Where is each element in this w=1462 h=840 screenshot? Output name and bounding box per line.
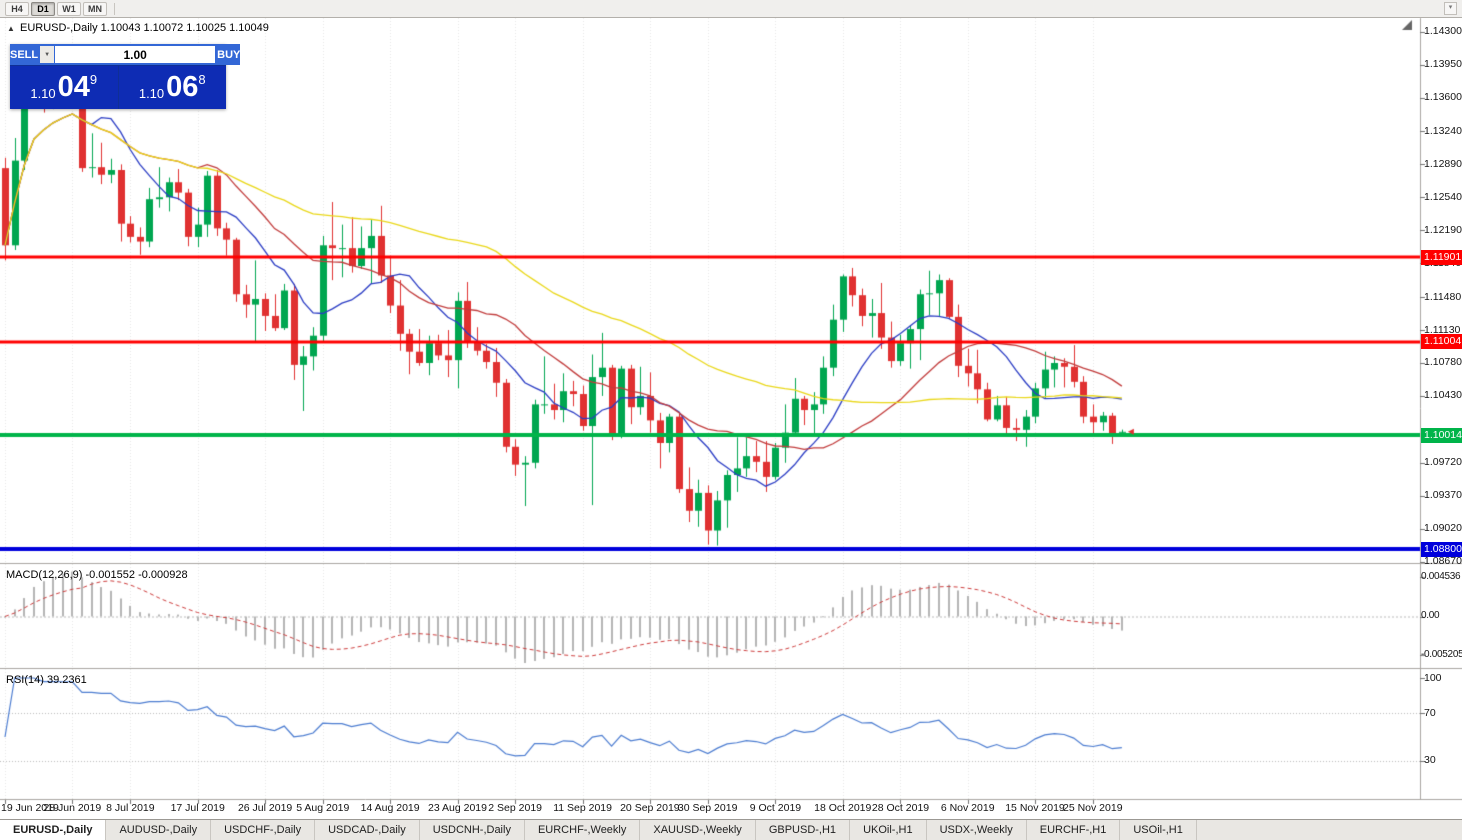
toolbar-overflow-icon[interactable]: ▾: [1444, 2, 1457, 15]
volume-dropdown-icon[interactable]: ▼: [40, 46, 55, 63]
macd-indicator-label: MACD(12,26,9) -0.001552 -0.000928: [6, 569, 188, 581]
tab-usdcnh-daily[interactable]: USDCNH-,Daily: [420, 820, 525, 840]
buy-price-sup: 8: [198, 72, 206, 87]
timeframe-toolbar: H4 D1 W1 MN ▾: [0, 0, 1462, 18]
sell-price[interactable]: 1.10 04 9: [10, 66, 118, 109]
volume-input[interactable]: [55, 46, 216, 63]
timeframe-button-w1[interactable]: W1: [57, 1, 81, 16]
sell-price-prefix: 1.10: [30, 86, 56, 101]
volume-control: ▼: [38, 44, 218, 65]
timeframe-button-mn[interactable]: MN: [83, 1, 107, 16]
sell-button[interactable]: SELL: [10, 44, 39, 65]
timeframe-button-d1[interactable]: D1: [31, 1, 55, 16]
one-click-trading-panel: SELL ▼ BUY 1.10 04 9 1.10 06 8: [10, 44, 241, 109]
tab-audusd-daily[interactable]: AUDUSD-,Daily: [106, 820, 212, 840]
buy-price-prefix: 1.10: [138, 86, 165, 101]
sell-price-sup: 9: [89, 72, 98, 87]
buy-price[interactable]: 1.10 06 8: [118, 66, 226, 109]
trade-panel-collapse-icon[interactable]: ▲: [7, 24, 15, 33]
rsi-indicator-label: RSI(14) 39.2361: [6, 674, 87, 686]
tab-eurchf-h1[interactable]: EURCHF-,H1: [1027, 820, 1121, 840]
sell-price-big: 04: [57, 71, 90, 103]
timeframe-buttons: H4 D1 W1 MN: [5, 1, 109, 16]
trade-panel-prices: 1.10 04 9 1.10 06 8: [10, 66, 226, 109]
tab-eurchf-weekly[interactable]: EURCHF-,Weekly: [525, 820, 641, 840]
tab-gbpusd-h1[interactable]: GBPUSD-,H1: [756, 820, 851, 840]
chart-tab-bar: EURUSD-,Daily AUDUSD-,Daily USDCHF-,Daily U…: [0, 819, 1462, 840]
buy-price-big: 06: [166, 71, 199, 103]
tab-ukoil-h1[interactable]: UKOil-,H1: [850, 820, 927, 840]
timeframe-button-h4[interactable]: H4: [5, 1, 29, 16]
tab-usoil-h1[interactable]: USOil-,H1: [1120, 820, 1197, 840]
tab-xauusd-weekly[interactable]: XAUUSD-,Weekly: [640, 820, 756, 840]
trade-panel-controls: SELL ▼ BUY: [10, 44, 241, 65]
buy-button[interactable]: BUY: [217, 44, 241, 65]
tab-usdchf-daily[interactable]: USDCHF-,Daily: [211, 820, 316, 840]
tab-usdcad-daily[interactable]: USDCAD-,Daily: [315, 820, 420, 840]
tab-eurusd-daily[interactable]: EURUSD-,Daily: [0, 820, 107, 840]
toolbar-separator: [114, 2, 115, 15]
chart-ohlc-label: EURUSD-,Daily 1.10043 1.10072 1.10025 1.…: [20, 22, 269, 34]
tab-usdx-weekly[interactable]: USDX-,Weekly: [927, 820, 1027, 840]
